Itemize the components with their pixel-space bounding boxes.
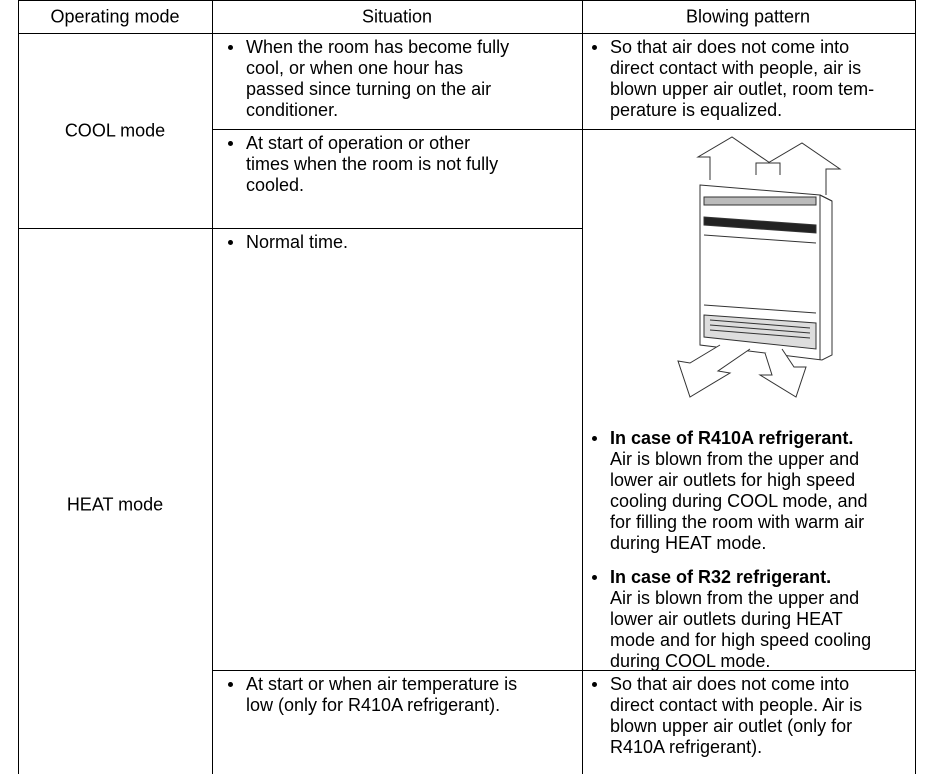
unit-illustration [677, 136, 842, 398]
bullet [228, 682, 233, 687]
rule [212, 670, 916, 671]
text-line: during COOL mode. [610, 651, 771, 671]
situation: Normal time. [246, 232, 348, 253]
note-heading: In case of R32 refrigerant. [610, 567, 832, 587]
rule [212, 129, 916, 130]
rule [18, 228, 582, 229]
situation: At start of operation or other times when… [246, 133, 498, 196]
bullet [592, 575, 597, 580]
pattern: So that air does not come into direct con… [610, 37, 874, 121]
bullet [228, 141, 233, 146]
header-cell: Blowing pattern [685, 6, 811, 27]
situation: At start or when air temperature is low (… [246, 674, 517, 716]
text-line: for filling the room with warm air [610, 512, 865, 532]
rule [212, 0, 213, 774]
text-line: R410A refrigerant). [610, 737, 763, 757]
header-cell: Operating mode [50, 6, 180, 27]
rule [18, 0, 19, 774]
mode: HEAT mode [66, 494, 164, 515]
bullet [592, 436, 597, 441]
note-heading: In case of R410A refrigerant. [610, 428, 854, 448]
text-line: lower air outlets during HEAT [610, 609, 843, 629]
note: In case of R32 refrigerant. Air is blown … [610, 567, 871, 672]
text-line: cooling during COOL mode, and [610, 491, 868, 511]
rule [18, 33, 916, 34]
text-line: conditioner. [246, 100, 339, 120]
text-line: direct contact with people. Air is [610, 695, 863, 715]
text-line: perature is equalized. [610, 100, 783, 120]
text-line: When the room has become fully [246, 37, 510, 57]
text-line: passed since turning on the air [246, 79, 492, 99]
mode: COOL mode [64, 120, 166, 141]
header-cell: Situation [361, 6, 433, 27]
text-line: At start of operation or other [246, 133, 471, 153]
text-line: low (only for R410A refrigerant). [246, 695, 501, 715]
bullet [228, 240, 233, 245]
text-line: cooled. [246, 175, 305, 195]
text-line: mode and for high speed cooling [610, 630, 872, 650]
text-line: cool, or when one hour has [246, 58, 464, 78]
situation: When the room has become fully cool, or w… [246, 37, 509, 121]
rule [915, 0, 916, 774]
text-line: So that air does not come into [610, 674, 850, 694]
text-line: during HEAT mode. [610, 533, 767, 553]
pattern: So that air does not come into direct con… [610, 674, 862, 758]
text-line: Normal time. [246, 232, 349, 252]
text-line: At start or when air temperature is [246, 674, 518, 694]
rule [582, 0, 583, 774]
text-line: lower air outlets for high speed [610, 470, 856, 490]
text-line: Air is blown from the upper and [610, 588, 860, 608]
rule [18, 0, 916, 1]
note: In case of R410A refrigerant. Air is blow… [610, 428, 867, 554]
bullet [228, 45, 233, 50]
text-line: blown upper air outlet (only for [610, 716, 853, 736]
bullet [592, 682, 597, 687]
bullet [592, 45, 597, 50]
text-line: blown upper air outlet, room tem- [610, 79, 875, 99]
text-line: times when the room is not fully [246, 154, 499, 174]
text-line: direct contact with people, air is [610, 58, 862, 78]
text-line: Air is blown from the upper and [610, 449, 860, 469]
text-line: So that air does not come into [610, 37, 850, 57]
